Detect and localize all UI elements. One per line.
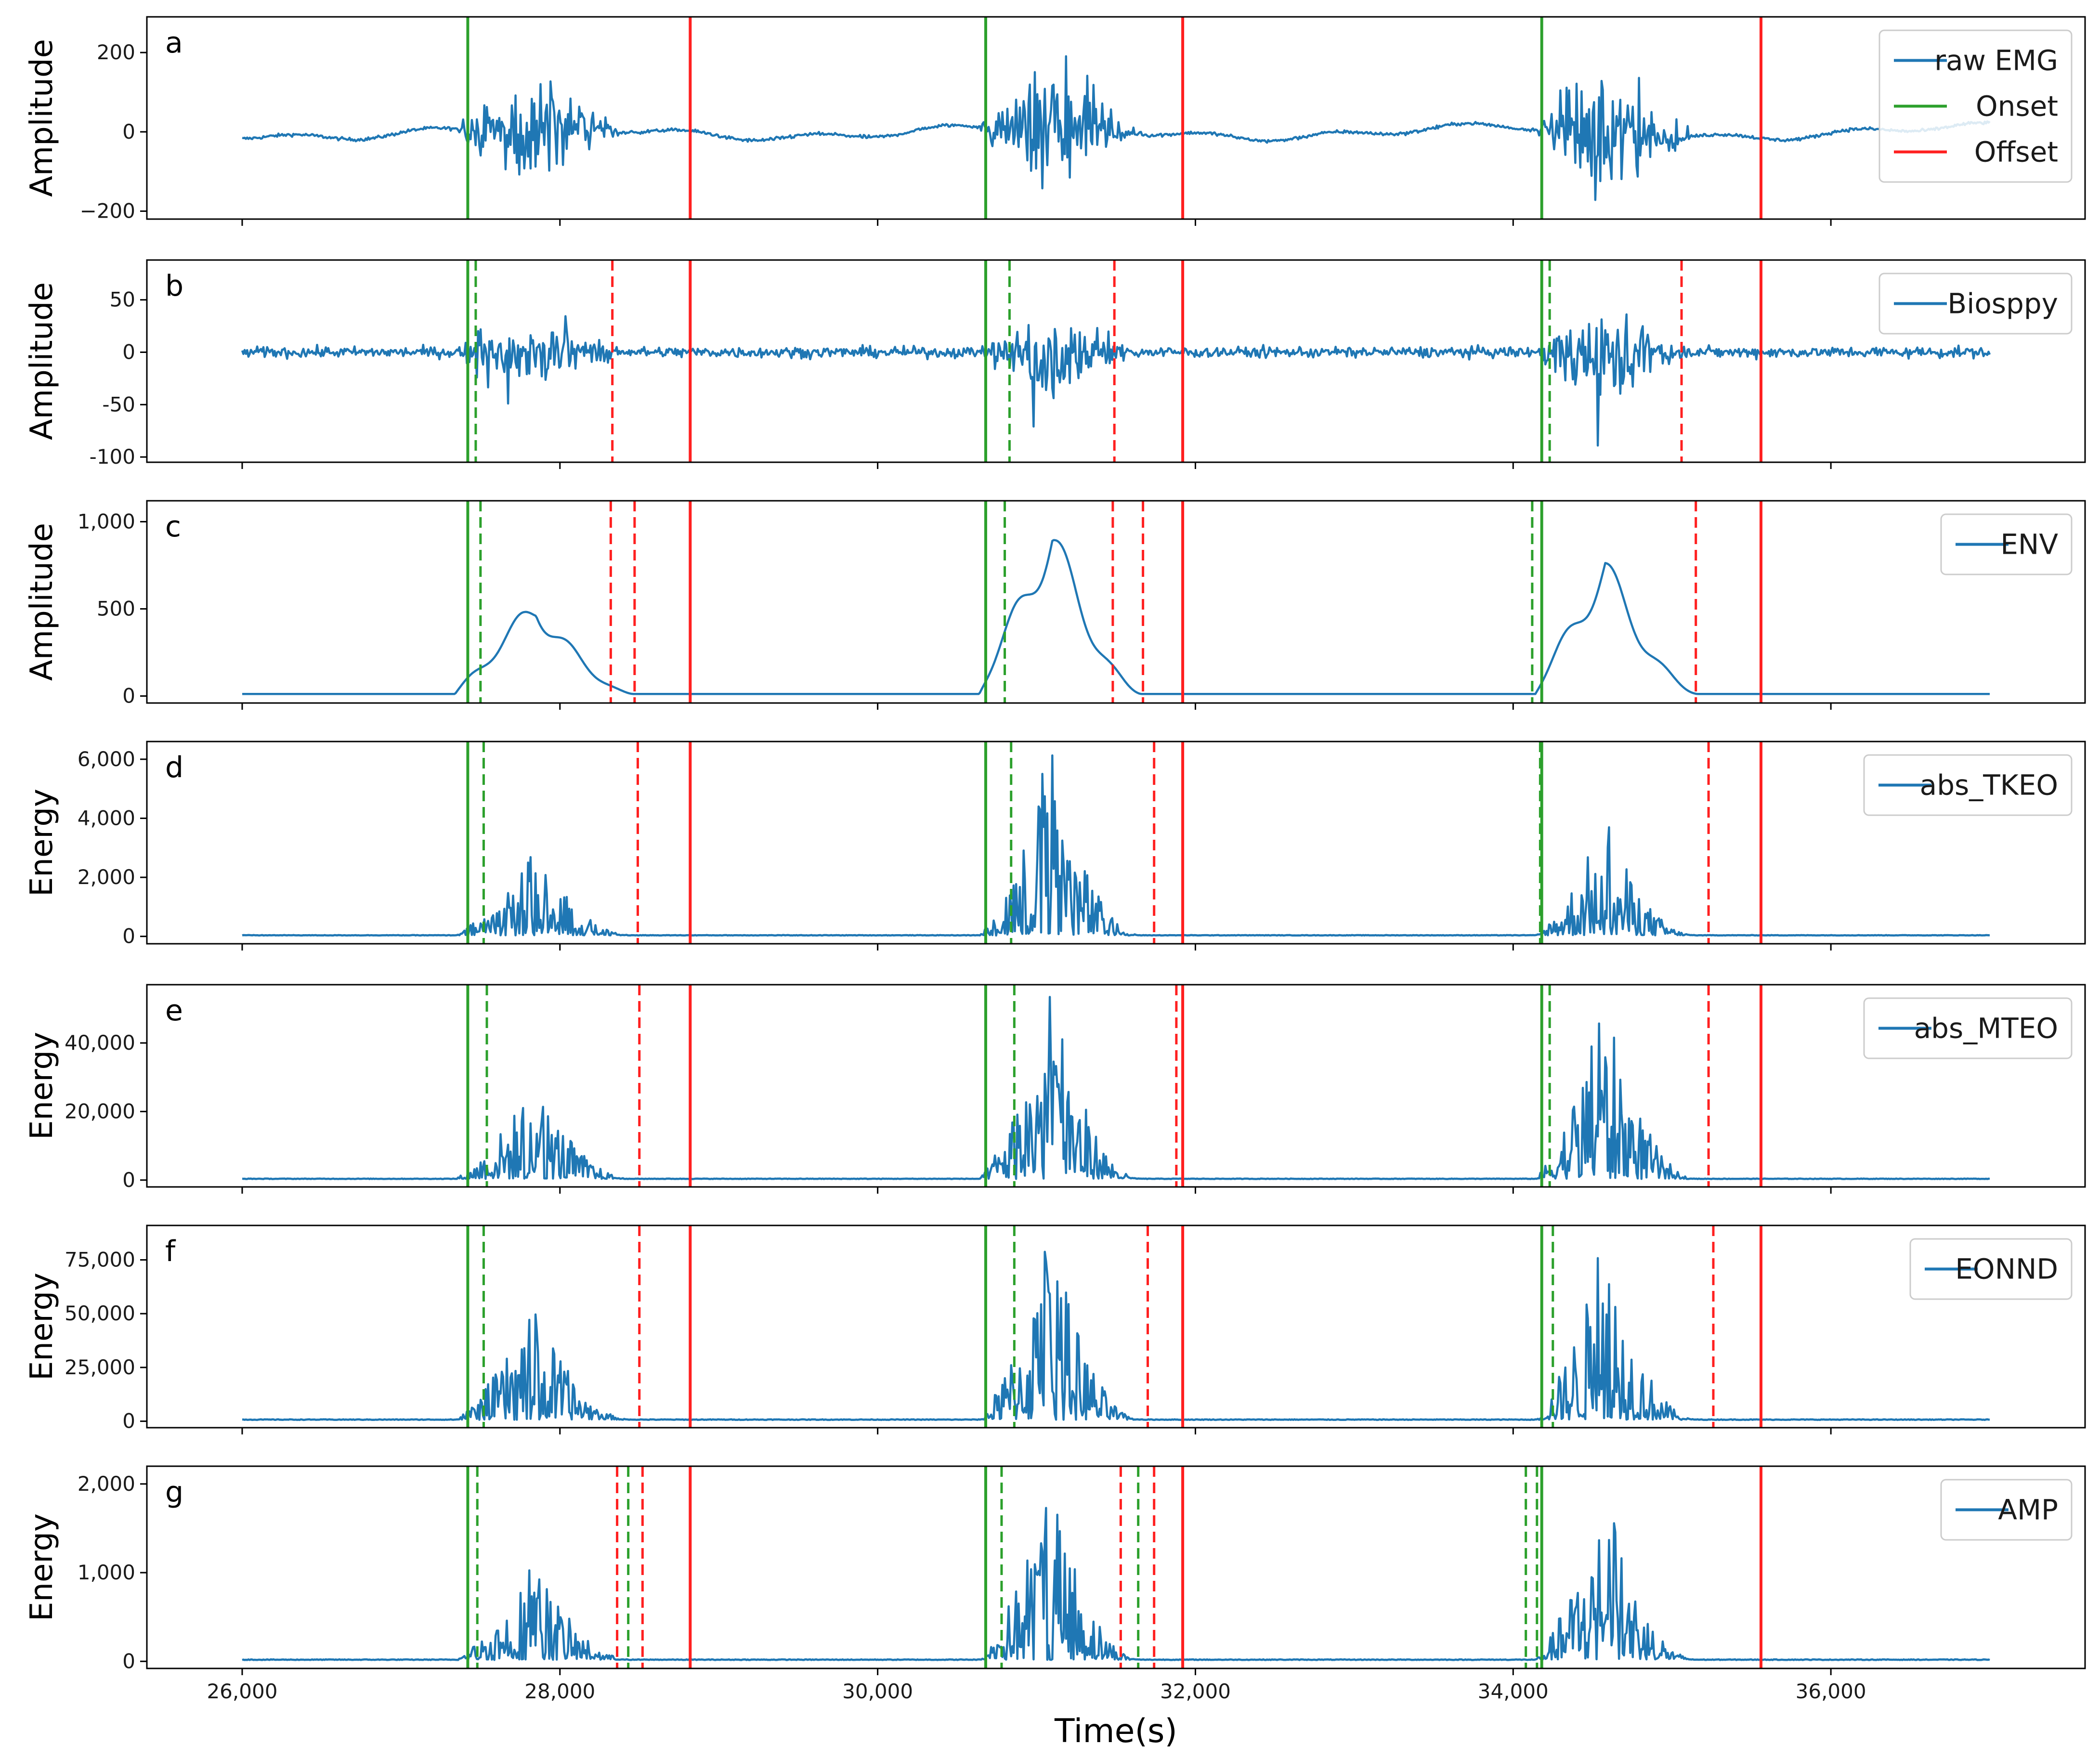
axes-frame	[146, 500, 2086, 704]
y-tick-label: 0	[122, 925, 135, 948]
series-line-raw-emg	[242, 55, 1991, 201]
legend-label: EONND	[1955, 1253, 2058, 1286]
legend-box	[1909, 1238, 2073, 1300]
x-tick-label: 30,000	[842, 1680, 913, 1703]
y-tick-label: 20,000	[65, 1099, 135, 1123]
y-tick-label: 1,000	[78, 1561, 135, 1584]
legend: abs_MTEO	[1863, 997, 2073, 1059]
y-tick-label: 6,000	[78, 747, 135, 771]
x-tick-label: 28,000	[524, 1680, 595, 1703]
legend: abs_TKEO	[1863, 754, 2073, 816]
y-tick-label: 4,000	[78, 806, 135, 830]
legend: raw EMG Onset Offset	[1878, 29, 2073, 183]
y-tick-label: -50	[102, 392, 135, 416]
y-axis-label: Energy	[24, 1032, 60, 1140]
y-axis-label: Amplitude	[24, 523, 60, 681]
y-tick-label: 0	[122, 340, 135, 364]
x-tick-label: 34,000	[1478, 1680, 1549, 1703]
legend-label: raw EMG	[1934, 44, 2058, 77]
y-tick-label: 0	[122, 1409, 135, 1433]
x-axis-label: Time(s)	[1054, 1712, 1177, 1750]
panel-a: 200 0 −200 Amplitude a raw EMG Onset Offset	[24, 16, 2086, 226]
axes-frame	[146, 16, 2086, 220]
series-line-eonnd	[242, 1250, 1990, 1421]
panel-letter: f	[165, 1235, 176, 1268]
panel-letter: a	[165, 26, 183, 60]
y-tick-label: 50	[110, 288, 135, 312]
panel-b: 50 0 -50 -100 Amplitude b Biosppy	[24, 259, 2086, 469]
y-tick-label: 0	[122, 684, 135, 708]
legend-label: Biosppy	[1947, 287, 2058, 320]
y-tick-label: 40,000	[65, 1031, 135, 1055]
legend: Biosppy	[1878, 273, 2073, 335]
series-line-abs_tkeo	[242, 754, 1990, 937]
y-tick-label: 25,000	[65, 1355, 135, 1379]
y-tick-label: 500	[97, 597, 135, 620]
legend-label: abs_MTEO	[1914, 1012, 2058, 1045]
y-tick-label: 2,000	[78, 1472, 135, 1496]
legend: EONND	[1909, 1238, 2073, 1300]
axes-frame	[146, 741, 2086, 945]
series-line-biosppy	[241, 313, 1991, 447]
y-axis-label: Energy	[24, 789, 60, 897]
panel-letter: g	[165, 1475, 183, 1509]
legend-label: Onset	[1976, 90, 2058, 123]
y-tick-label: 75,000	[65, 1248, 135, 1271]
legend: ENV	[1940, 513, 2073, 575]
legend-box	[1878, 29, 2073, 183]
y-tick-label: 200	[97, 40, 135, 64]
y-axis-label: Energy	[24, 1513, 60, 1621]
panel-g: 2,000 1,000 0 26,000 28,000 30,000 32,000 34,00…	[24, 1465, 2086, 1703]
legend-label: AMP	[1998, 1494, 2058, 1526]
legend-box	[1878, 273, 2073, 335]
y-tick-label: 0	[122, 1649, 135, 1673]
legend-label: abs_TKEO	[1920, 769, 2058, 802]
legend-label: Offset	[1974, 136, 2058, 169]
axes-frame	[146, 1224, 2086, 1429]
series-line-abs_mteo	[242, 996, 1990, 1180]
series-line-env	[242, 539, 1990, 695]
panel-letter: e	[165, 994, 183, 1028]
x-tick-label: 26,000	[207, 1680, 277, 1703]
legend-box	[1863, 997, 2073, 1059]
y-tick-label: 50,000	[65, 1302, 135, 1325]
y-axis-label: Amplitude	[24, 39, 60, 197]
panel-letter: c	[165, 510, 181, 544]
panel-letter: d	[165, 751, 183, 784]
y-tick-label: 0	[122, 1168, 135, 1192]
panel-letter: b	[165, 269, 183, 303]
y-tick-label: 0	[122, 120, 135, 143]
axes-frame	[146, 1465, 2086, 1669]
axes-frame	[146, 984, 2086, 1188]
legend: AMP	[1940, 1479, 2073, 1541]
series-line-amp	[242, 1507, 1990, 1661]
y-tick-label: -100	[90, 445, 135, 469]
y-axis-label: Amplitude	[24, 282, 60, 440]
panel-e: 40,000 20,000 0 Energy e abs_MTEO	[24, 984, 2086, 1194]
y-tick-label: 1,000	[78, 509, 135, 533]
y-axis-label: Energy	[24, 1273, 60, 1380]
y-tick-label: −200	[80, 199, 135, 223]
x-tick-label: 32,000	[1160, 1680, 1231, 1703]
panel-f: 75,000 50,000 25,000 0 Energy f EONND	[24, 1224, 2086, 1434]
x-tick-label: 36,000	[1796, 1680, 1866, 1703]
panel-c: 1,000 500 0 Amplitude c ENV	[24, 500, 2086, 710]
panel-d: 6,000 4,000 2,000 0 Energy d abs_TKEO	[24, 741, 2086, 951]
y-tick-label: 2,000	[78, 865, 135, 889]
axes-frame	[146, 259, 2086, 463]
legend-label: ENV	[2000, 528, 2058, 561]
legend-box	[1863, 754, 2073, 816]
